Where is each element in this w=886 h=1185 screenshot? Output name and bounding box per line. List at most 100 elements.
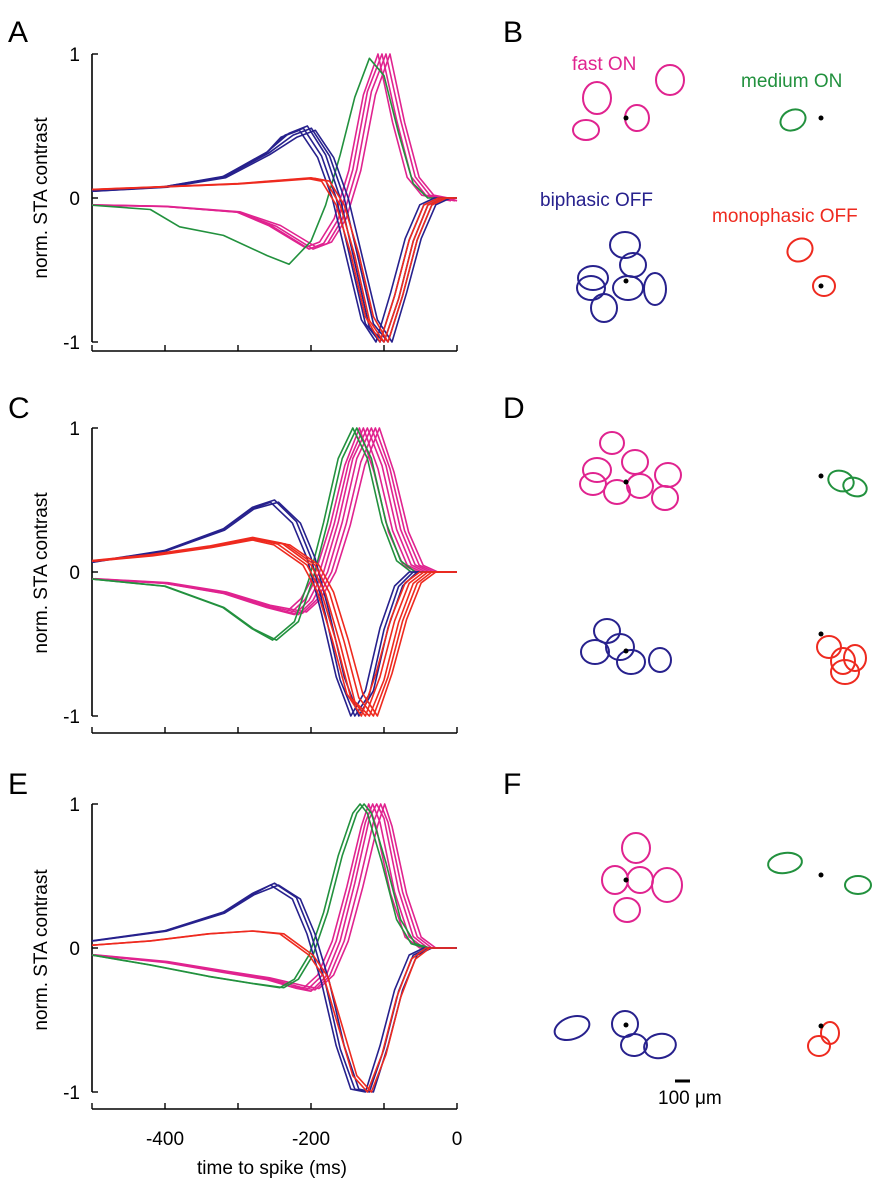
trace-fast-on [92,53,458,250]
y-tick-label: 1 [69,795,80,816]
rf-ellipse [582,81,612,115]
rf-ellipse [820,1021,840,1045]
panel-letter-e: E [8,768,28,801]
rf-ellipse [612,275,644,301]
rf-ellipse [767,851,803,875]
trace-monophasic-off [91,536,457,717]
y-tick-label: 0 [69,189,80,210]
trace-fast-on [91,427,451,615]
rf-panel-b: fast ON medium ON biphasic OFF monophasi… [540,54,858,323]
trace-fast-on [94,427,457,613]
rf-ellipse [830,659,860,685]
rf-ellipse [844,875,872,895]
trace-fast-on [91,427,455,616]
reference-dot [818,872,824,878]
reference-dot [623,648,629,654]
rf-ellipse [590,293,618,323]
trace-fast-on [92,427,457,616]
rf-ellipse [655,64,685,96]
trace-monophasic-off [94,538,457,717]
trace-fast-on [91,803,453,991]
rf-ellipse [626,866,654,894]
rf-ellipse [572,119,600,141]
reference-dot [818,115,824,121]
rf-ellipse [807,1035,831,1057]
x-tick-label: 0 [452,1129,463,1150]
rf-ellipse [643,272,667,306]
reference-dot [623,877,629,883]
trace-fast-on [93,803,457,991]
trace-monophasic-off [91,537,453,717]
y-tick-label: 1 [69,419,80,440]
reference-dot [623,1022,629,1028]
y-tick-label: 1 [69,45,80,66]
trace-biphasic-off [94,129,457,343]
rf-ellipse [609,231,641,259]
rf-ellipse [603,479,631,505]
trace-fast-on [91,803,457,992]
rf-ellipse [812,275,836,297]
rf-ellipse [842,476,868,498]
y-tick-label: -1 [63,333,80,354]
rf-ellipse [643,1032,677,1060]
trace-biphasic-off [91,882,457,1093]
rf-ellipse [830,647,856,675]
rf-ellipse [651,867,683,903]
trace-fast-on [94,803,457,990]
rf-ellipse [616,649,646,675]
rf-ellipse [843,644,867,672]
y-axis-label-a: norm. STA contrast [31,117,52,279]
panel-letter-d: D [503,392,525,425]
trace-monophasic-off [91,930,455,1093]
rf-ellipse [620,1033,648,1057]
x-axis-label: time to spike (ms) [197,1158,347,1179]
y-tick-label: -1 [63,707,80,728]
rf-ellipse [816,635,842,659]
trace-monophasic-off [92,930,457,1093]
rf-ellipse [621,832,651,864]
reference-dot [623,278,629,284]
rf-ellipse [582,457,612,483]
panel-letter-b: B [503,16,523,49]
reference-dot [623,115,629,121]
rf-ellipse [580,639,610,665]
rf-ellipse [654,462,682,488]
trace-medium-on [91,57,457,265]
sta-chart-c: 1 0 -1 [63,419,458,734]
rf-panel-d [579,431,868,685]
rf-ellipse [605,633,635,661]
reference-dot [818,473,824,479]
trace-fast-on [93,427,457,615]
trace-monophasic-off [91,538,449,717]
trace-monophasic-off [91,177,457,343]
rf-ellipse [779,108,807,132]
panel-letter-a: A [8,16,28,49]
y-tick-label: -1 [63,1083,80,1104]
reference-dot [818,283,824,289]
reference-dot [623,479,629,485]
reference-dot [818,631,824,637]
rf-ellipse [577,265,609,291]
trace-monophasic-off [93,177,457,343]
label-biphasic-off: biphasic OFF [540,190,653,211]
rf-ellipse [624,104,650,132]
rf-ellipse [626,473,654,499]
rf-ellipse [786,237,814,263]
y-axis-label-c: norm. STA contrast [31,492,52,654]
rf-ellipse [553,1014,591,1042]
y-tick-label: 0 [69,563,80,584]
x-tick-label: -200 [292,1129,330,1150]
panel-letter-f: F [503,768,521,801]
rf-ellipse [651,485,679,511]
rf-ellipse [613,897,641,923]
label-medium-on: medium ON [741,71,842,92]
sta-chart-e: 1 0 -1 -400 -200 0 [63,795,462,1150]
y-axis-label-e: norm. STA contrast [31,869,52,1031]
rf-panel-f: 100 μm [553,832,872,1109]
sta-chart-a: 1 0 -1 [63,45,458,354]
panel-letter-c: C [8,392,30,425]
x-tick-label: -400 [146,1129,184,1150]
y-tick-label: 0 [69,939,80,960]
trace-fast-on [93,53,458,249]
